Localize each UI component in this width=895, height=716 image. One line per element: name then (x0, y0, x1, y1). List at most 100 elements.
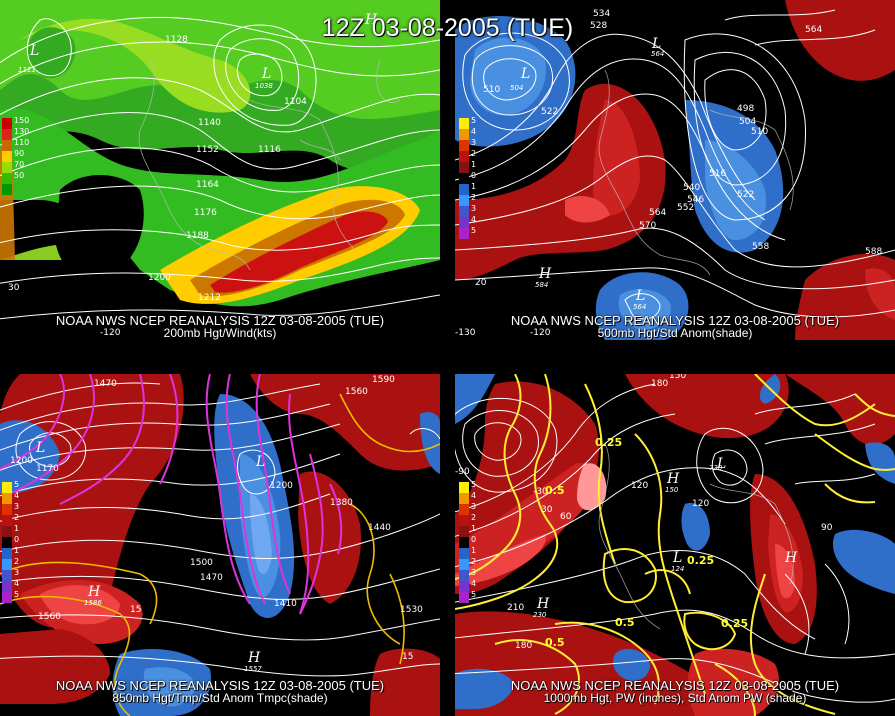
colorbar-label: 3 (471, 204, 477, 213)
colorbar-swatch: 5 (2, 480, 19, 493)
colorbar-label: 2 (471, 513, 477, 522)
colorbar-swatch: 1 (459, 182, 476, 195)
colorbar-swatch: 150 (2, 116, 29, 129)
colorbar-swatch: 0 (459, 535, 476, 548)
low-center-value: 564 (633, 303, 646, 311)
panel-caption: NOAA NWS NCEP REANALYSIS 12Z 03-08-2005 … (55, 313, 385, 328)
contour-label: 534 (593, 9, 610, 19)
contour-label: 522 (541, 107, 558, 117)
colorbar-label: 4 (471, 215, 477, 224)
colorbar-swatch: 2 (459, 513, 476, 526)
colorbar-label: 4 (471, 127, 477, 136)
contour-label: 564 (805, 25, 822, 35)
colorbar-swatch: 3 (459, 502, 476, 515)
panel-caption: NOAA NWS NCEP REANALYSIS 12Z 03-08-2005 … (510, 678, 840, 693)
contour-label: 498 (737, 104, 754, 114)
panel-1000mb-hgt-pw: 180 150 -90 -30 30 60 120 210 180 90 120… (455, 374, 895, 716)
contour-label: -130 (455, 328, 476, 338)
contour-label: 210 (507, 603, 524, 613)
contour-label: 1500 (190, 558, 213, 568)
contour-label: 1470 (94, 379, 117, 389)
colorbar-label: 2 (14, 513, 20, 522)
colorbar-swatch: 2 (459, 557, 476, 570)
high-center: H (666, 471, 680, 487)
colorbar-label: 2 (14, 557, 20, 566)
low-center: L (35, 440, 45, 456)
colorbar-swatch: 3 (459, 568, 476, 581)
high-center-value: 150 (665, 486, 679, 494)
pw-contour-label: 0.5 (545, 484, 565, 497)
contour-label: -120 (530, 328, 551, 338)
colorbar-swatch: 2 (2, 513, 19, 526)
contour-label: 1560 (38, 612, 61, 622)
contour-label: 1560 (345, 387, 368, 397)
contour-label: 1116 (258, 145, 281, 155)
colorbar-label: 4 (14, 579, 20, 588)
low-center-value: 564 (651, 50, 664, 58)
colorbar-label: 2 (471, 193, 477, 202)
low-center-value: 1111 (18, 66, 36, 74)
colorbar-swatch: 4 (2, 579, 19, 592)
contour-label: 1200 (148, 273, 171, 283)
panel-caption: NOAA NWS NCEP REANALYSIS 12Z 03-08-2005 … (510, 313, 840, 328)
high-center: H (538, 266, 552, 282)
colorbar-label: 3 (471, 568, 477, 577)
contour-label: -90 (455, 467, 470, 477)
low-center: L (651, 36, 661, 52)
colorbar-swatch: 5 (2, 590, 19, 603)
contour-label: 1470 (200, 573, 223, 583)
colorbar-swatch: 5 (459, 480, 476, 493)
contour-label: 558 (752, 242, 769, 252)
contour-label: 522 (737, 190, 754, 200)
colorbar-label: 5 (14, 590, 20, 599)
low-center-value: 504 (510, 84, 523, 92)
contour-label: 1410 (274, 599, 297, 609)
colorbar-swatch: 5 (459, 116, 476, 129)
colorbar-swatch: 4 (459, 127, 476, 140)
high-center: H (536, 596, 550, 612)
high-center-value: 1557 (244, 665, 262, 673)
panel-200mb-hgt-wind: 1128 1140 1152 1164 1176 1188 1200 1212 … (0, 0, 440, 340)
colorbar-label: 0 (471, 535, 477, 544)
contour-label: 564 (649, 208, 666, 218)
colorbar-swatch: 3 (459, 204, 476, 217)
colorbar-label: 4 (14, 491, 20, 500)
contour-label: 510 (483, 85, 500, 95)
contour-label: 504 (739, 117, 756, 127)
contour-label: 1212 (198, 293, 221, 303)
colorbar-swatch: 5 (459, 590, 476, 603)
colorbar-swatch: 4 (459, 215, 476, 228)
colorbar-label: 50 (14, 171, 25, 180)
colorbar-swatch: 4 (2, 491, 19, 504)
page-title: 12Z 03-08-2005 (TUE) (321, 14, 574, 42)
high-center: H (247, 650, 261, 666)
panel-subcaption: 500mb Hgt/Std Anom(shade) (597, 326, 753, 340)
colorbar-swatch: 1 (459, 546, 476, 559)
contour-label: 30 (541, 505, 553, 515)
colorbar-swatch: 1 (459, 524, 476, 537)
low-center: L (635, 288, 645, 304)
pw-contour-label: 0.5 (545, 636, 565, 649)
contour-label: 20 (475, 278, 487, 288)
contour-label: 120 (631, 481, 648, 491)
colorbar-swatch: 1 (459, 160, 476, 173)
colorbar-swatch: 5 (459, 226, 476, 239)
contour-label: 1140 (198, 118, 221, 128)
pw-contour-label: 0.25 (721, 617, 748, 630)
contour-label: 528 (590, 21, 607, 31)
colorbar-label: 3 (471, 502, 477, 511)
low-center: L (261, 66, 271, 82)
colorbar-label: 3 (14, 502, 20, 511)
contour-label: 1200 (270, 481, 293, 491)
colorbar-label: 1 (471, 546, 477, 555)
low-center-value: 124 (671, 565, 684, 573)
low-center: L (255, 454, 265, 470)
pw-contour-label: 0.5 (615, 616, 635, 629)
colorbar-swatch: 4 (459, 579, 476, 592)
high-center: H (784, 550, 798, 566)
colorbar-swatch: 2 (459, 149, 476, 162)
colorbar-label: 150 (14, 116, 30, 125)
colorbar-500mb: 5 4 3 2 1 0 1 2 3 4 5 (459, 116, 476, 239)
colorbar-label: 130 (14, 127, 30, 136)
colorbar-label: 1 (14, 546, 20, 555)
